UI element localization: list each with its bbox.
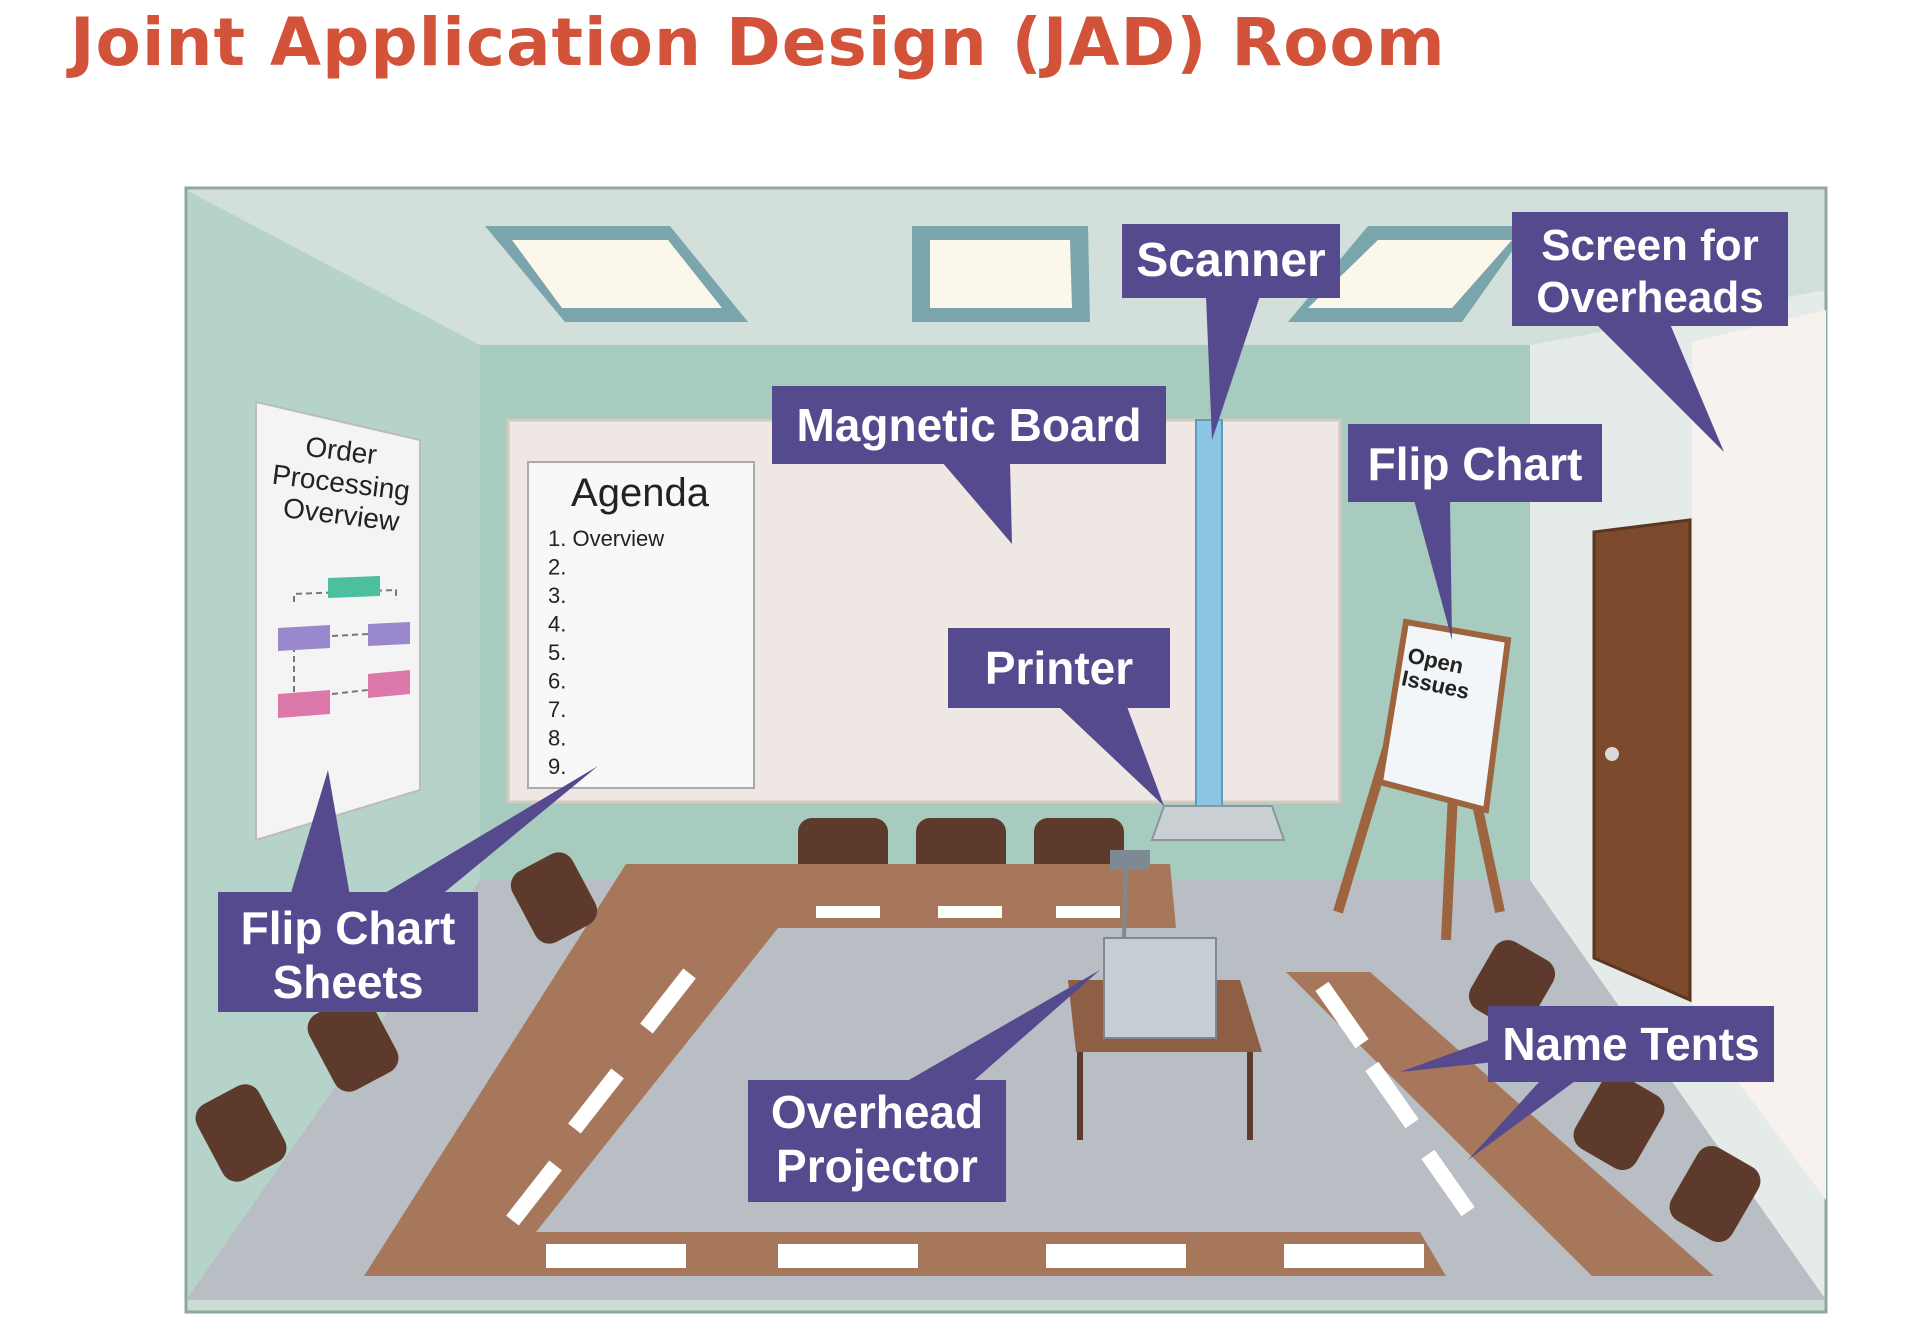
printer-base [1150,805,1286,841]
agenda-item: 9. [548,754,566,779]
agenda-item: 1. Overview [548,526,664,551]
name-tent [1421,1149,1475,1217]
projection-screen [1692,310,1826,1200]
process-flow-diagram [278,576,410,718]
chair [195,1084,287,1182]
agenda-item: 4. [548,612,566,637]
callout-text-line: Overheads [1536,273,1763,322]
agenda-sheet: Agenda 1. Overview 2. 3. 4. 5. 6. 7. 8. 9. [527,461,755,789]
right-table [1286,972,1714,1276]
svg-text:Printer: Printer [985,642,1133,694]
chair [307,994,399,1092]
svg-text:Magnetic Board: Magnetic Board [796,399,1141,451]
door-knob [1605,747,1619,761]
flow-box [368,670,410,698]
callout-name-tents: Name Tents [1400,1006,1774,1160]
name-tent [1056,906,1120,918]
agenda-item: 6. [548,669,566,694]
name-tent [640,968,696,1034]
callout-text-line: Flip Chart [241,902,456,954]
name-tent [938,906,1002,918]
name-tent [1365,1061,1419,1129]
callouts: Scanner Screen for Overheads Magnetic Boa… [218,212,1788,1202]
callout-scanner: Scanner [1122,224,1340,440]
callout-flip-chart-sheets: Flip Chart Sheets [218,766,598,1012]
callout-text-line: Sheets [273,956,424,1008]
scanner-printer-unit [1150,419,1286,841]
u-table [364,864,1446,1276]
callout-text-line: Projector [776,1140,978,1192]
callout-flip-chart: Flip Chart [1348,424,1602,640]
callout-text-line: Screen for [1541,221,1759,270]
chair [1573,1073,1665,1171]
overhead-projector [1103,850,1217,1039]
callout-text-line: Scanner [1136,234,1325,287]
flow-box [278,625,330,651]
agenda-item: 7. [548,697,566,722]
name-tent [568,1068,624,1134]
chair [1669,1145,1761,1243]
callout-printer: Printer [948,628,1170,806]
callout-screen-for-overheads: Screen for Overheads [1512,212,1788,452]
ceiling-light [1308,240,1512,308]
name-tent [506,1160,562,1226]
name-tent [1315,981,1369,1049]
callout-text-line: Name Tents [1502,1018,1759,1070]
ceiling-lights [485,226,1530,322]
name-tents [506,906,1475,1268]
callout-text-line: Printer [985,642,1133,694]
svg-text:Scanner: Scanner [1136,234,1325,287]
callout-text-line: Magnetic Board [796,399,1141,451]
ceiling-light [512,240,722,308]
page-title: Joint Application Design (JAD) Room [70,4,1446,81]
callout-magnetic-board: Magnetic Board [772,386,1166,544]
svg-text:Flip Chart: Flip Chart [1368,438,1583,490]
agenda-items: 1. Overview 2. 3. 4. 5. 6. 7. 8. 9. [548,526,664,779]
name-tent [546,1244,686,1268]
callout-text-line: Flip Chart [1368,438,1583,490]
flow-box [278,690,330,718]
agenda-item: 5. [548,640,566,665]
agenda-item: 8. [548,726,566,751]
flow-box [328,576,380,598]
callout-overhead-projector: Overhead Projector [748,970,1100,1202]
svg-text:Name Tents: Name Tents [1502,1018,1759,1070]
door [1592,518,1692,1003]
agenda-item: 3. [548,583,566,608]
flow-box [368,622,410,646]
name-tent [1046,1244,1186,1268]
scanner-column [1195,419,1223,813]
ceiling-light [930,240,1072,308]
name-tent [778,1244,918,1268]
agenda-heading: Agenda [571,471,710,515]
callout-text-line: Overhead [771,1086,983,1138]
agenda-item: 2. [548,555,566,580]
name-tent [816,906,880,918]
chair [510,852,598,944]
name-tent [1284,1244,1424,1268]
